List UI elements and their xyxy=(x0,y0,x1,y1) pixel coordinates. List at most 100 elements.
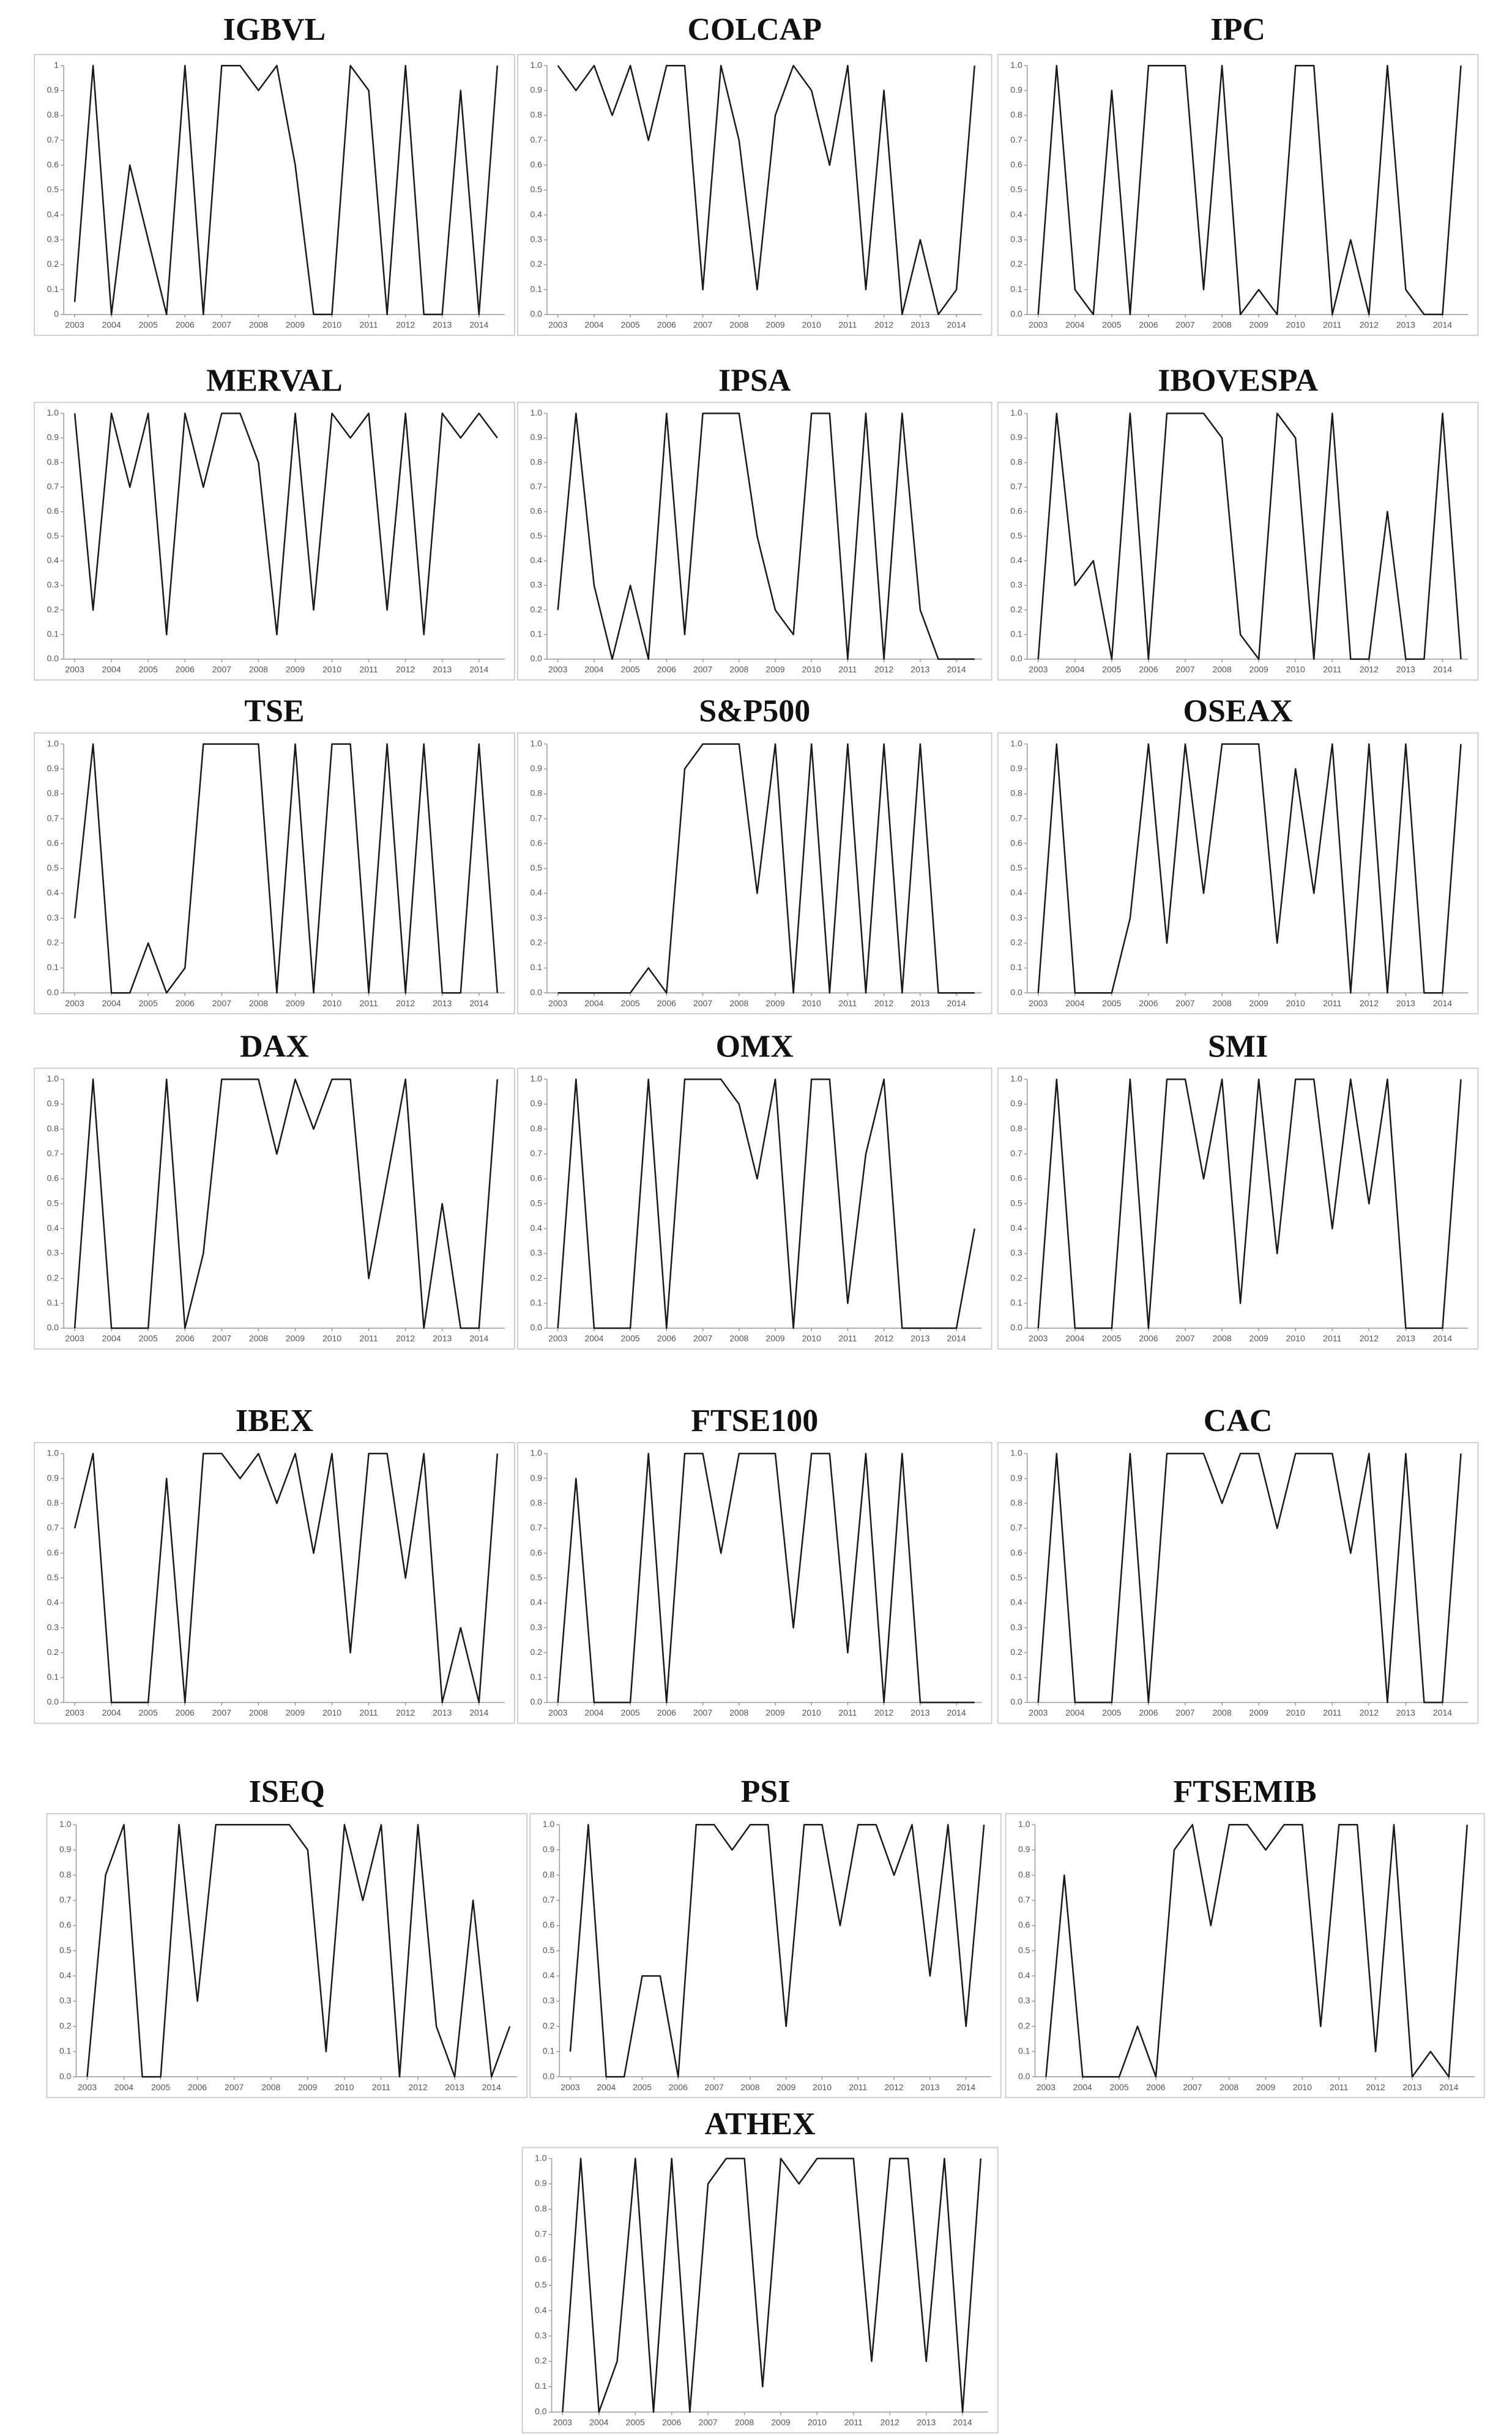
y-tick-label: 0.1 xyxy=(47,962,59,972)
y-tick-label: 0.3 xyxy=(47,234,59,244)
x-tick-label: 2007 xyxy=(705,2082,724,2092)
x-tick-label: 2005 xyxy=(1102,998,1121,1008)
panel: FTSEMIB 0.0 0.1 0.2 0.3 0.4 0.5 0.6 0.7 0.8 0.9 1.0… xyxy=(1005,1774,1485,2099)
y-tick-label: 0.8 xyxy=(1010,110,1022,119)
y-tick-label: 0.9 xyxy=(47,1473,59,1482)
x-tick-label: 2014 xyxy=(469,998,488,1008)
x-tick-label: 2011 xyxy=(838,665,857,674)
x-tick-label: 2008 xyxy=(249,1334,268,1343)
y-tick-label: 1.0 xyxy=(47,1448,59,1458)
y-tick-label: 0.7 xyxy=(1010,1523,1022,1533)
y-tick-label: 0.3 xyxy=(1010,580,1022,589)
y-tick-label: 0.8 xyxy=(1010,457,1022,466)
y-tick-label: 0.0 xyxy=(1018,2071,1030,2081)
y-tick-label: 0.6 xyxy=(47,838,59,848)
y-tick-label: 0.8 xyxy=(1010,1123,1022,1133)
series-line xyxy=(557,64,975,316)
y-tick-label: 0.5 xyxy=(530,184,542,194)
x-tick-label: 2009 xyxy=(1249,1708,1268,1717)
panel-frame xyxy=(34,402,515,681)
y-tick-label: 0.6 xyxy=(535,2254,547,2264)
x-tick-label: 2013 xyxy=(1402,2082,1421,2092)
x-tick-label: 2004 xyxy=(584,665,603,674)
x-tick-label: 2006 xyxy=(1139,1708,1158,1717)
y-tick-label: 0.6 xyxy=(1018,1920,1030,1930)
x-tick-label: 2011 xyxy=(360,998,378,1008)
y-tick-label: 0.2 xyxy=(535,2356,547,2366)
chart-title: FTSE100 xyxy=(691,1403,818,1438)
y-tick-label: 0.4 xyxy=(47,209,59,219)
chart-title: DAX xyxy=(240,1029,309,1064)
x-tick-label: 2013 xyxy=(1396,320,1415,330)
x-tick-label: 2010 xyxy=(1286,998,1305,1008)
x-tick-label: 2003 xyxy=(1029,320,1048,330)
x-tick-label: 2003 xyxy=(65,665,84,674)
x-tick-label: 2009 xyxy=(286,1708,305,1717)
y-tick-label: 0.8 xyxy=(47,457,59,466)
x-tick-label: 2007 xyxy=(1175,320,1194,330)
y-tick-label: 0.4 xyxy=(47,887,59,897)
y-tick-label: 0.3 xyxy=(47,580,59,589)
y-tick-label: 0.4 xyxy=(47,1597,59,1607)
y-tick-label: 0.5 xyxy=(47,863,59,873)
x-tick-label: 2011 xyxy=(1323,1708,1341,1717)
x-tick-label: 2009 xyxy=(286,665,305,674)
y-tick-label: 0.6 xyxy=(47,1547,59,1557)
x-tick-label: 2007 xyxy=(212,1708,231,1717)
x-tick-label: 2007 xyxy=(693,1708,712,1717)
y-tick-label: 0.6 xyxy=(1010,1547,1022,1557)
y-tick-label: 0.3 xyxy=(59,1995,72,2005)
x-tick-label: 2009 xyxy=(1249,1334,1268,1343)
x-tick-label: 2009 xyxy=(286,998,305,1008)
x-tick-label: 2011 xyxy=(1330,2082,1348,2092)
y-tick-label: 0.5 xyxy=(543,1945,555,1955)
x-tick-label: 2008 xyxy=(735,2418,754,2427)
x-tick-label: 2013 xyxy=(433,1708,452,1717)
panel: CAC 0.0 0.1 0.2 0.3 0.4 0.5 0.6 0.7 0.8 0.9 1.0 2003… xyxy=(997,1403,1479,1724)
y-tick-label: 0.5 xyxy=(47,1572,59,1582)
x-tick-label: 2011 xyxy=(360,665,378,674)
x-tick-label: 2008 xyxy=(729,1708,748,1717)
x-tick-label: 2007 xyxy=(212,320,231,330)
y-tick-label: 0.8 xyxy=(47,1123,59,1133)
chart-title: IPC xyxy=(1210,12,1265,47)
x-tick-label: 2010 xyxy=(322,320,341,330)
y-tick-label: 0.6 xyxy=(1010,160,1022,170)
y-tick-label: 0.4 xyxy=(530,887,542,897)
y-tick-label: 0.6 xyxy=(1010,838,1022,848)
y-tick-label: 0.7 xyxy=(530,135,542,144)
y-tick-label: 1.0 xyxy=(1010,1074,1022,1083)
y-tick-label: 0.5 xyxy=(1010,531,1022,540)
y-tick-label: 0.8 xyxy=(47,110,59,119)
y-tick-label: 0.5 xyxy=(1010,1572,1022,1582)
y-tick-label: 0.6 xyxy=(543,1920,555,1930)
x-tick-label: 2014 xyxy=(953,2418,972,2427)
y-tick-label: 1.0 xyxy=(535,2153,547,2162)
x-tick-label: 2004 xyxy=(102,320,121,330)
x-tick-label: 2010 xyxy=(322,1708,341,1717)
chart-title: PSI xyxy=(741,1774,791,1809)
x-tick-label: 2009 xyxy=(771,2418,790,2427)
y-tick-label: 0.7 xyxy=(47,1523,59,1533)
y-tick-label: 0.4 xyxy=(59,1970,72,1980)
x-tick-label: 2004 xyxy=(1065,665,1084,674)
y-tick-label: 0.2 xyxy=(1018,2020,1030,2030)
x-tick-label: 2005 xyxy=(1102,1708,1121,1717)
y-tick-label: 0.7 xyxy=(1010,135,1022,144)
x-tick-label: 2012 xyxy=(1360,1334,1379,1343)
y-tick-label: 1.0 xyxy=(1018,1819,1030,1829)
y-tick-label: 0.2 xyxy=(47,938,59,947)
x-tick-label: 2011 xyxy=(838,998,857,1008)
x-tick-label: 2012 xyxy=(1366,2082,1385,2092)
x-tick-label: 2005 xyxy=(621,998,640,1008)
y-tick-label: 0.5 xyxy=(47,1198,59,1208)
x-tick-label: 2012 xyxy=(874,1708,893,1717)
x-tick-label: 2012 xyxy=(1360,998,1379,1008)
y-tick-label: 0.7 xyxy=(1010,813,1022,823)
x-tick-label: 2012 xyxy=(1360,665,1379,674)
x-tick-label: 2008 xyxy=(249,320,268,330)
x-tick-label: 2014 xyxy=(956,2082,975,2092)
y-tick-label: 0.5 xyxy=(535,2279,547,2289)
y-tick-label: 0.8 xyxy=(1018,1869,1030,1879)
x-tick-label: 2012 xyxy=(408,2082,427,2092)
